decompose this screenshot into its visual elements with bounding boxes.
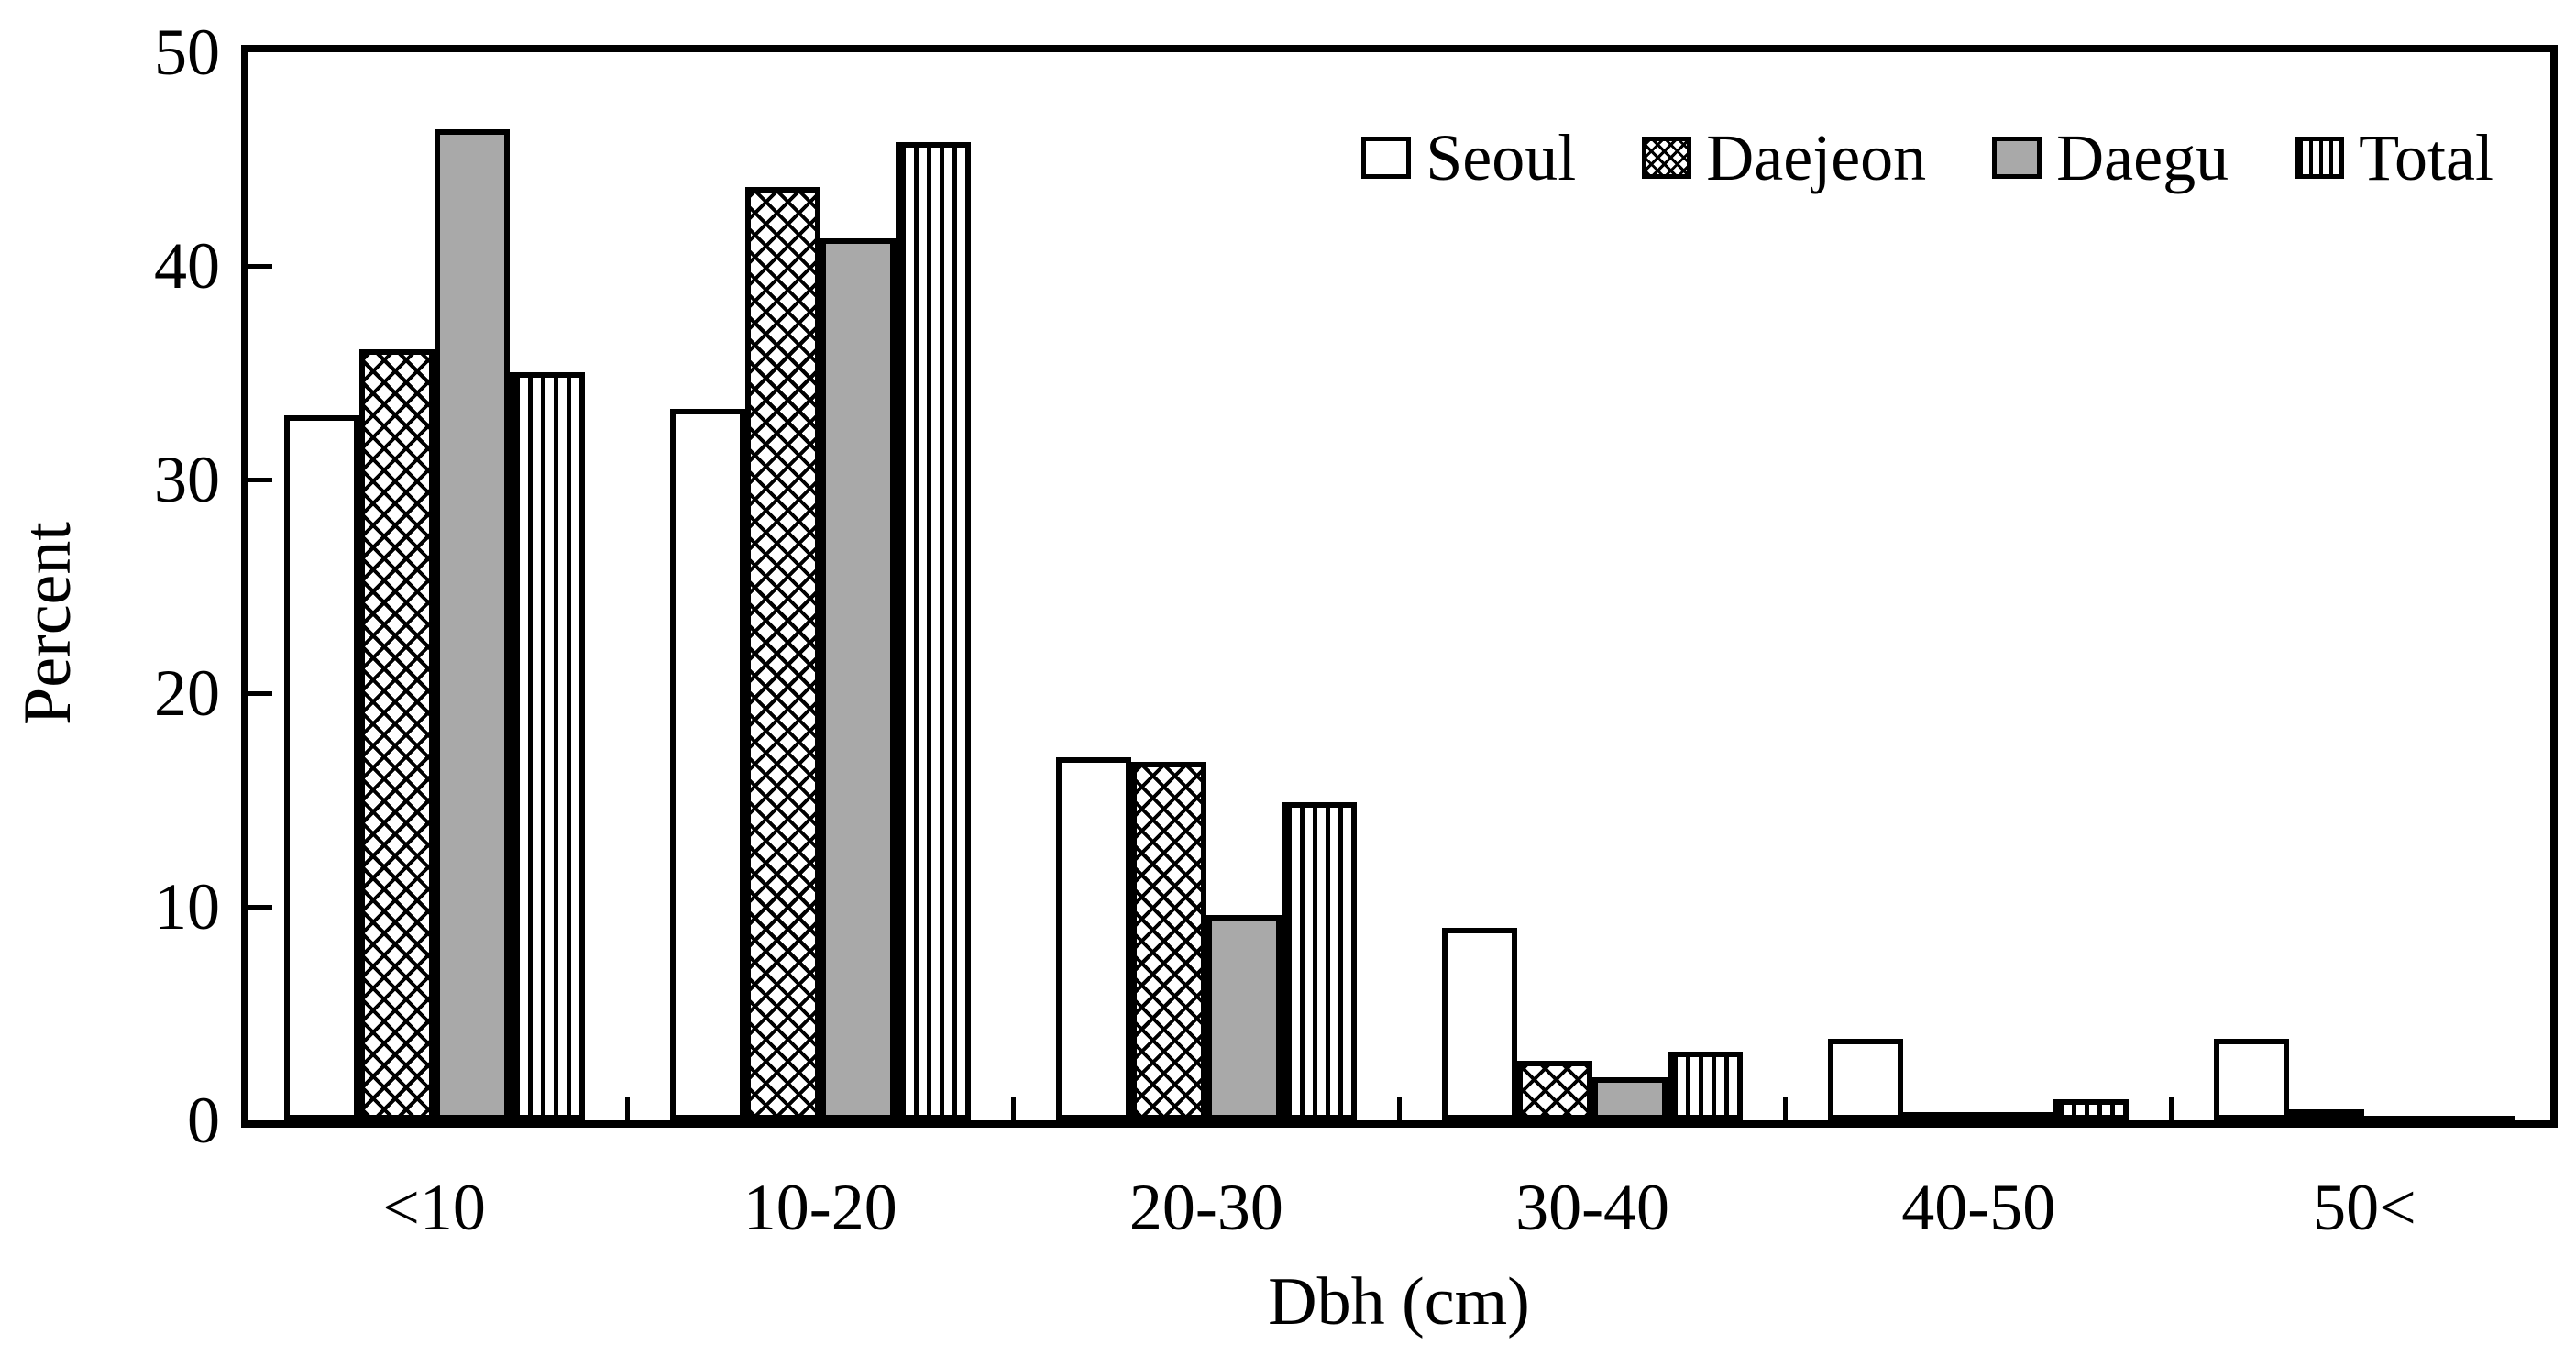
bar-daejeon-10-20 [745, 187, 820, 1120]
bar-daejeon-10 [359, 349, 435, 1120]
y-tick-label-20: 20 [154, 656, 220, 730]
y-tick-mark-20 [248, 690, 272, 696]
legend-item-daegu: Daegu [1992, 121, 2229, 194]
x-tick-label-30-40: 30-40 [1515, 1171, 1670, 1244]
x-tick-mark-2 [1010, 1097, 1016, 1120]
y-tick-label-10: 10 [154, 870, 220, 943]
bar-daegu-10 [435, 129, 510, 1120]
x-tick-label-10-20: 10-20 [743, 1171, 897, 1244]
y-tick-mark-30 [248, 477, 272, 482]
bar-seoul-10-20 [670, 409, 745, 1120]
x-tick-mark-5 [2169, 1097, 2174, 1120]
bar-daegu-20-30 [1206, 915, 1282, 1120]
legend-item-seoul: Seoul [1361, 121, 1576, 194]
bar-seoul-20-30 [1056, 757, 1131, 1120]
legend-label-daejeon: Daejeon [1706, 121, 1927, 194]
bar-total-50 [2439, 1116, 2515, 1127]
bar-total-30-40 [1668, 1052, 1743, 1120]
legend-swatch-total-icon [2295, 137, 2345, 179]
y-tick-mark-10 [248, 904, 272, 910]
bar-daejeon-40-50 [1903, 1112, 1978, 1123]
y-tick-label-50: 50 [154, 16, 220, 89]
legend-label-seoul: Seoul [1426, 121, 1577, 194]
x-tick-mark-3 [1397, 1097, 1402, 1120]
legend-swatch-daejeon-icon [1642, 137, 1692, 179]
x-tick-label-40-50: 40-50 [1901, 1171, 2056, 1244]
legend: Seoul Daejeon Daegu Total [1361, 121, 2493, 194]
x-tick-label-20-30: 20-30 [1128, 1171, 1283, 1244]
bar-seoul-50 [2214, 1039, 2289, 1120]
bar-daegu-50 [2364, 1116, 2439, 1127]
x-tick-label-50: 50< [2313, 1171, 2416, 1244]
legend-label-daegu: Daegu [2056, 121, 2229, 194]
bar-daegu-30-40 [1592, 1077, 1668, 1120]
bar-seoul-40-50 [1828, 1039, 1903, 1120]
bar-daejeon-30-40 [1517, 1061, 1592, 1120]
bar-total-40-50 [2053, 1099, 2129, 1120]
legend-swatch-seoul-icon [1361, 137, 1412, 179]
legend-swatch-daegu-icon [1992, 137, 2042, 179]
bar-daegu-40-50 [1978, 1112, 2053, 1123]
x-tick-mark-1 [624, 1097, 630, 1120]
y-tick-label-30: 30 [154, 443, 220, 516]
x-tick-mark-4 [1783, 1097, 1789, 1120]
plot-area [241, 45, 2558, 1128]
legend-label-total: Total [2359, 121, 2493, 194]
legend-item-total: Total [2295, 121, 2493, 194]
y-tick-label-40: 40 [154, 229, 220, 303]
bar-daegu-10-20 [820, 238, 896, 1120]
bar-daejeon-50 [2289, 1109, 2364, 1120]
bar-total-20-30 [1282, 802, 1357, 1120]
bar-total-10-20 [896, 142, 971, 1120]
y-tick-label-0: 0 [187, 1084, 220, 1157]
bar-daejeon-20-30 [1131, 762, 1206, 1120]
bar-seoul-10 [284, 415, 359, 1120]
bar-total-10 [510, 372, 585, 1120]
y-tick-mark-40 [248, 263, 272, 269]
legend-item-daejeon: Daejeon [1642, 121, 1926, 194]
x-tick-label-10: <10 [382, 1171, 486, 1244]
bar-seoul-30-40 [1442, 928, 1517, 1120]
x-axis-title: Dbh (cm) [1268, 1264, 1530, 1339]
